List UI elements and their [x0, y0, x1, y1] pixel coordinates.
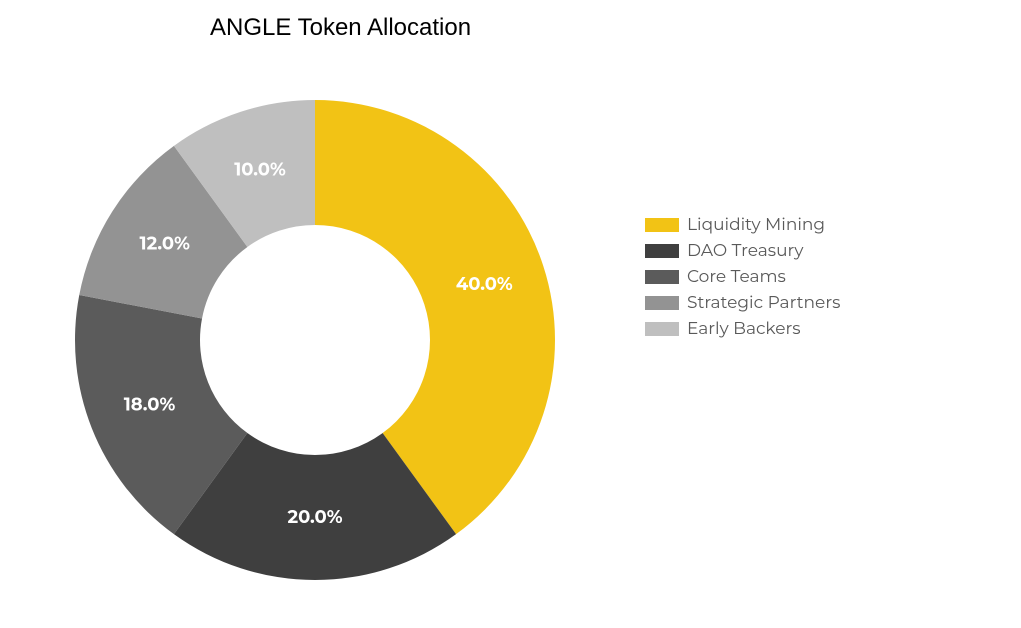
slice-label-dao-treasury: 20.0%	[287, 506, 342, 528]
legend-swatch	[645, 244, 679, 258]
legend-swatch	[645, 322, 679, 336]
legend-swatch	[645, 296, 679, 310]
legend: Liquidity Mining DAO Treasury Core Teams St…	[645, 215, 840, 345]
legend-label: Liquidity Mining	[687, 215, 825, 235]
chart-stage: ANGLE Token Allocation 40.0%20.0%18.0%12…	[0, 0, 1021, 628]
slice-label-liquidity-mining: 40.0%	[456, 273, 513, 295]
legend-item-core-teams: Core Teams	[645, 267, 840, 287]
donut-svg: 40.0% 20.0% 18.0% 12.0% 10.0%	[0, 0, 1021, 628]
legend-swatch	[645, 218, 679, 232]
legend-label: DAO Treasury	[687, 241, 803, 261]
legend-item-dao-treasury: DAO Treasury	[645, 241, 840, 261]
legend-label: Core Teams	[687, 267, 786, 287]
legend-item-liquidity-mining: Liquidity Mining	[645, 215, 840, 235]
legend-label: Strategic Partners	[687, 293, 840, 313]
slice-label-strategic-partners: 12.0%	[140, 232, 191, 254]
slice-label-early-backers: 10.0%	[234, 159, 286, 181]
slice-label-core-teams: 18.0%	[124, 393, 176, 415]
legend-swatch	[645, 270, 679, 284]
legend-item-strategic-partners: Strategic Partners	[645, 293, 840, 313]
donut-chart: 40.0% 20.0% 18.0% 12.0% 10.0%	[0, 0, 1021, 628]
legend-label: Early Backers	[687, 319, 801, 339]
legend-item-early-backers: Early Backers	[645, 319, 840, 339]
